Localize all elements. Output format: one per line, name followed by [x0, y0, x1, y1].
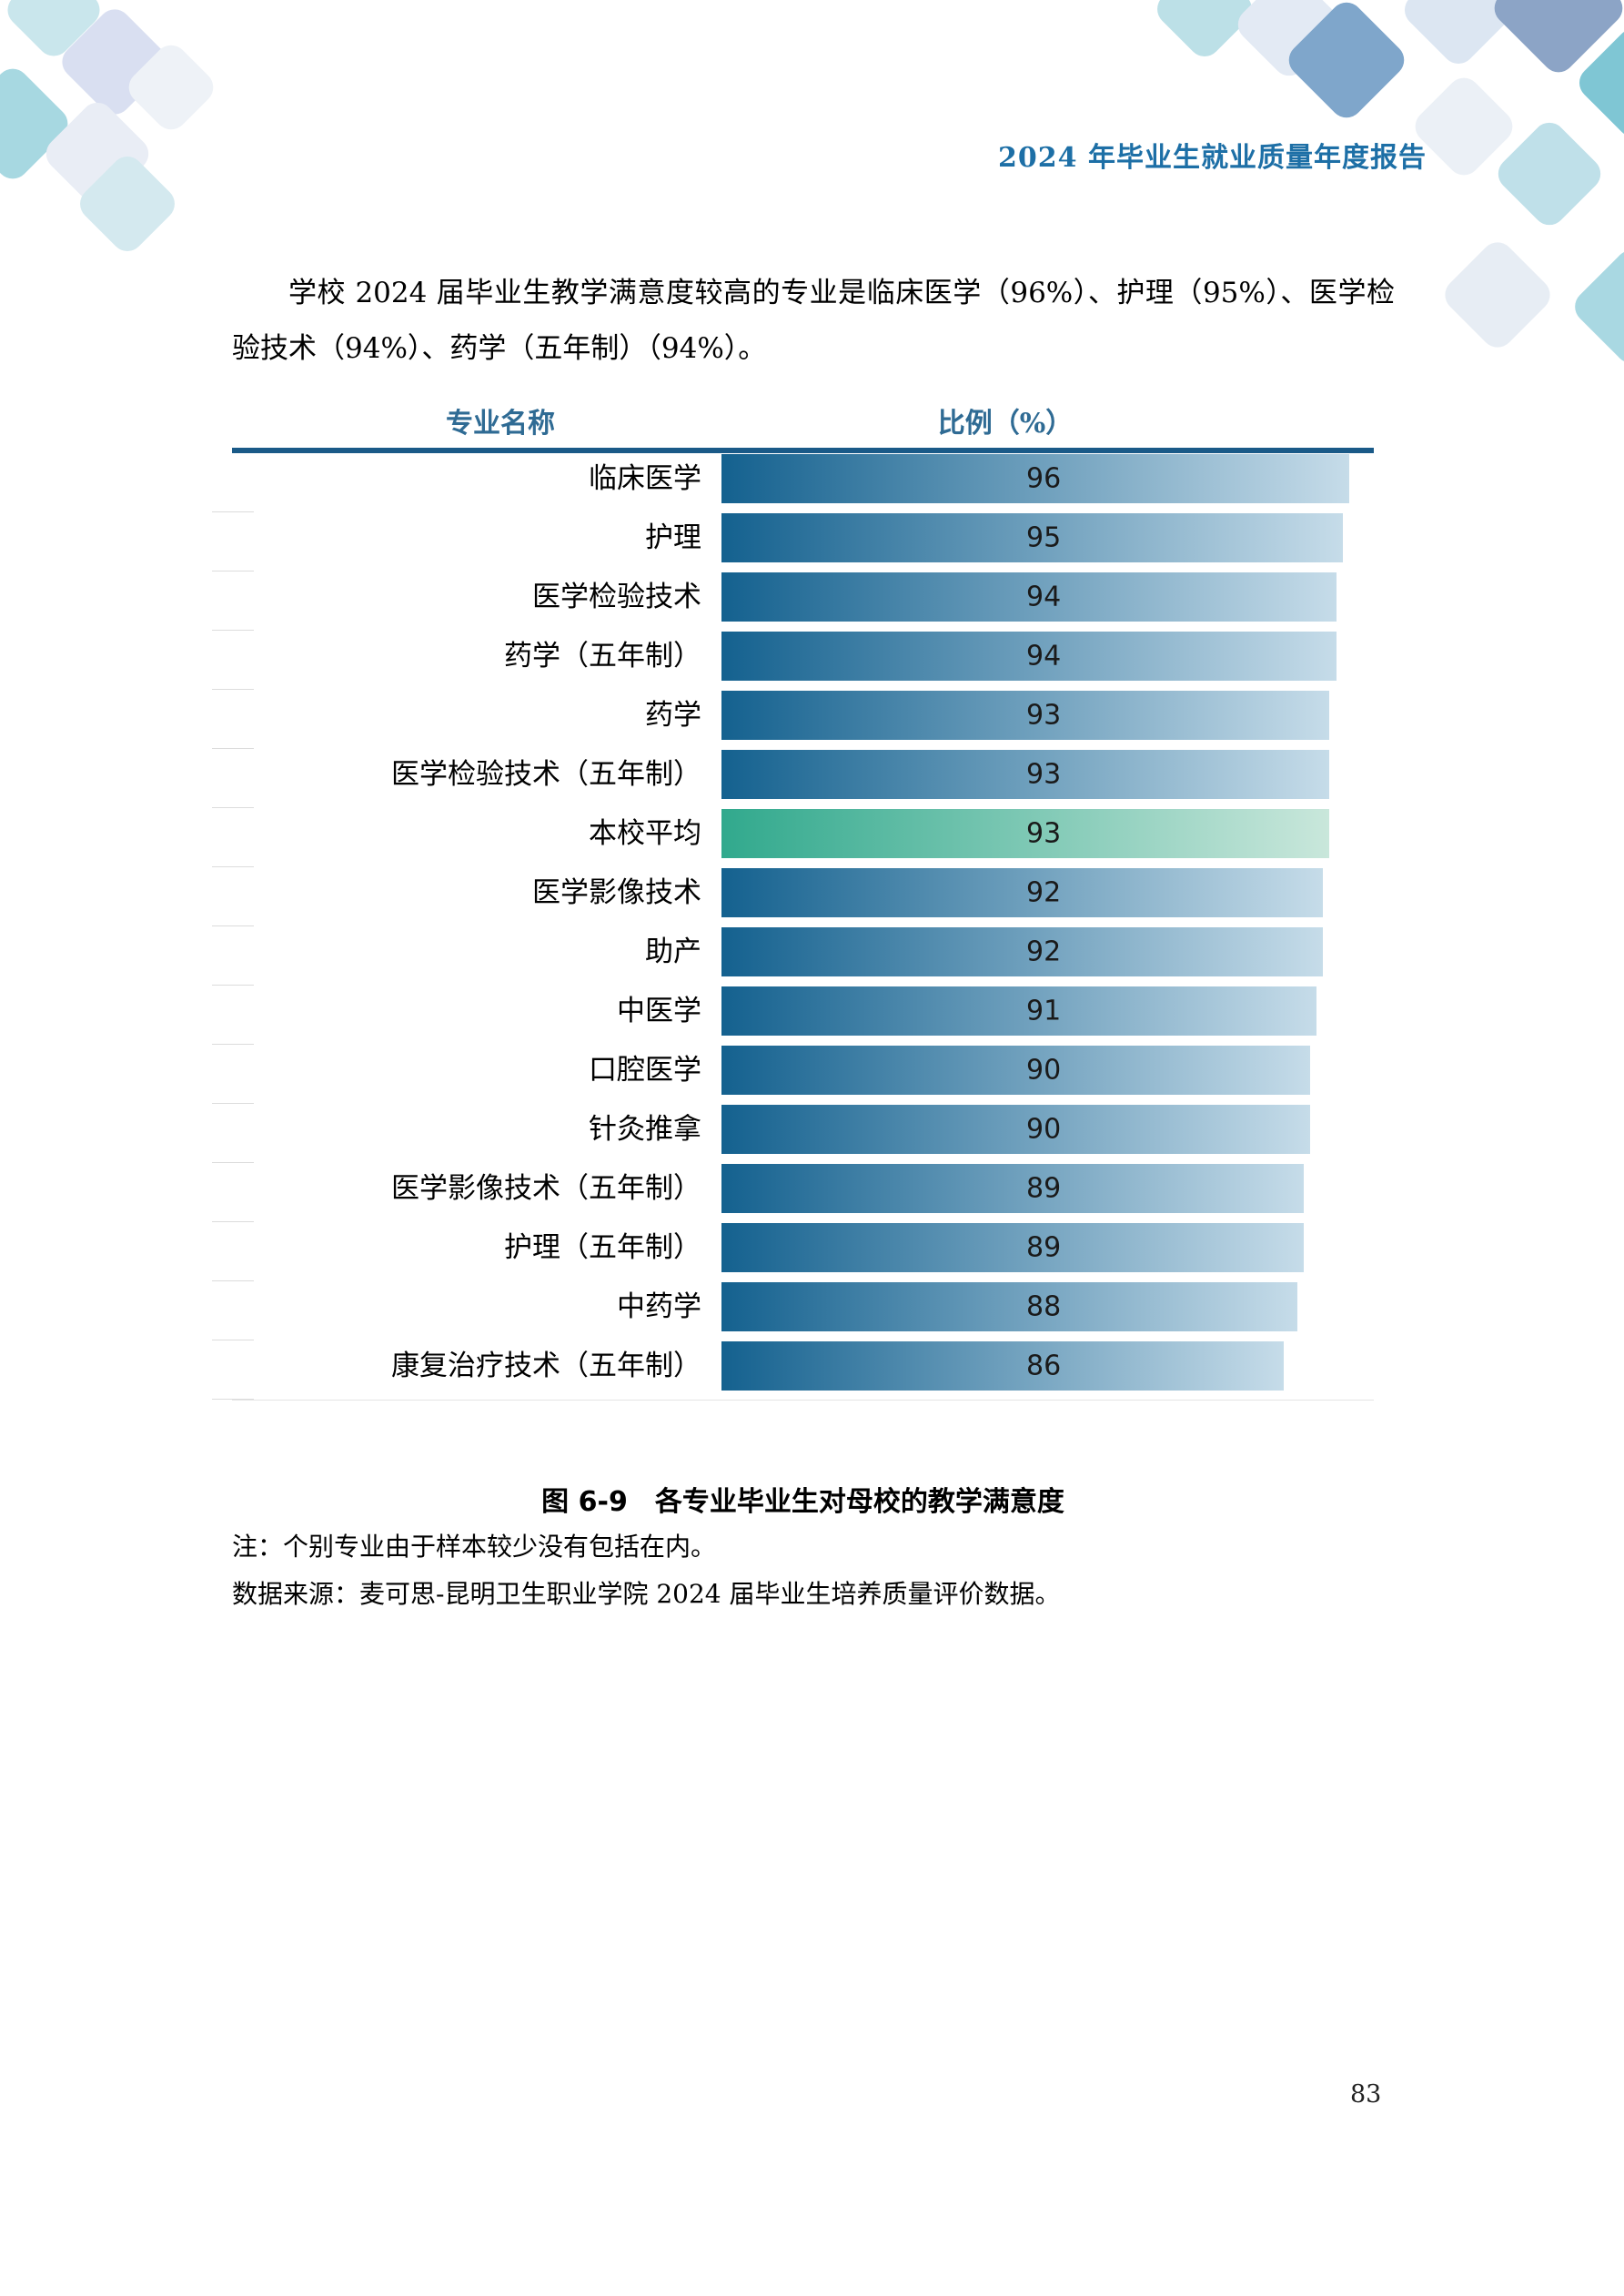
column-header-value: 比例（%）: [937, 408, 1074, 440]
chart-row: 医学影像技术 92: [212, 867, 1374, 926]
bar-highlight: 93: [721, 809, 1330, 858]
bar: 91: [721, 986, 1317, 1036]
figure-label: 图 6-9: [541, 1486, 628, 1518]
bar-value-label: 94: [1026, 581, 1062, 613]
bar: 90: [721, 1046, 1310, 1095]
chart-row: 中药学 88: [212, 1281, 1374, 1340]
bar: 93: [721, 691, 1330, 740]
category-label: 医学检验技术（五年制）: [391, 758, 701, 791]
bar-value-label: 96: [1026, 462, 1062, 495]
bar: 92: [721, 927, 1324, 976]
bar-track: 96: [721, 454, 1349, 503]
bar-track: 93: [721, 809, 1349, 858]
chart-row: 中医学 91: [212, 986, 1374, 1045]
chart-row: 药学（五年制） 94: [212, 631, 1374, 690]
category-label: 临床医学: [589, 462, 701, 495]
bar-value-label: 93: [1026, 758, 1062, 791]
bar-track: 94: [721, 632, 1349, 681]
bar-track: 93: [721, 750, 1349, 799]
bar-value-label: 90: [1026, 1054, 1062, 1087]
category-label: 护理: [645, 521, 701, 554]
bar-value-label: 89: [1026, 1231, 1062, 1264]
bar-value-label: 88: [1026, 1290, 1062, 1323]
bar-track: 92: [721, 927, 1349, 976]
chart-row: 口腔医学 90: [212, 1045, 1374, 1104]
decor-tile: [1568, 243, 1624, 370]
category-label: 医学影像技术（五年制）: [391, 1172, 701, 1205]
bar-track: 92: [721, 868, 1349, 917]
category-label: 药学: [645, 699, 701, 732]
source-line: 数据来源：麦可思-昆明卫生职业学院 2024 届毕业生培养质量评价数据。: [232, 1579, 1061, 1609]
page-number: 83: [1350, 2080, 1382, 2109]
chart-row: 针灸推拿 90: [212, 1104, 1374, 1163]
category-label: 康复治疗技术（五年制）: [391, 1350, 701, 1382]
chart-row: 医学影像技术（五年制） 89: [212, 1163, 1374, 1222]
bar: 96: [721, 454, 1349, 503]
bar-value-label: 86: [1026, 1350, 1062, 1382]
bar-value-label: 91: [1026, 995, 1062, 1027]
category-label: 本校平均: [589, 817, 701, 850]
category-label: 护理（五年制）: [504, 1231, 701, 1264]
bar-track: 90: [721, 1046, 1349, 1095]
chart-row: 护理（五年制） 89: [212, 1222, 1374, 1281]
note-line: 注：个别专业由于样本较少没有包括在内。: [232, 1532, 717, 1562]
category-label: 助产: [645, 936, 701, 968]
bar: 90: [721, 1105, 1310, 1154]
bar-track: 91: [721, 986, 1349, 1036]
bar: 94: [721, 572, 1337, 622]
intro-paragraph: 学校 2024 届毕业生教学满意度较高的专业是临床医学（96%）、护理（95%）…: [232, 277, 1395, 365]
category-label: 中药学: [617, 1290, 701, 1323]
bar: 94: [721, 632, 1337, 681]
figure-caption: 图 6-9 各专业毕业生对母校的教学满意度: [232, 1479, 1374, 1519]
bar: 88: [721, 1282, 1297, 1331]
bar-track: 93: [721, 691, 1349, 740]
bar-track: 88: [721, 1282, 1349, 1331]
category-label: 口腔医学: [589, 1054, 701, 1087]
bar: 89: [721, 1223, 1304, 1272]
chart-row: 医学检验技术（五年制） 93: [212, 749, 1374, 808]
category-label: 医学影像技术: [532, 876, 701, 909]
bar-value-label: 92: [1026, 876, 1062, 909]
chart-header-rule: [232, 448, 1374, 453]
chart-rows: 临床医学 96 护理 95 医学检验技术 94 药学（五年制） 94 药学 93 医学检验技术（五年…: [212, 453, 1374, 1401]
bar-track: 86: [721, 1341, 1349, 1391]
bar-value-label: 94: [1026, 640, 1062, 673]
bar: 86: [721, 1341, 1285, 1391]
decor-tile: [1437, 235, 1558, 355]
figure-title: 各专业毕业生对母校的教学满意度: [654, 1486, 1064, 1518]
chart-row: 医学检验技术 94: [212, 571, 1374, 631]
bar-value-label: 93: [1026, 817, 1062, 850]
bar-track: 94: [721, 572, 1349, 622]
chart-row: 药学 93: [212, 690, 1374, 749]
bar-track: 89: [721, 1164, 1349, 1213]
category-label: 医学检验技术: [532, 581, 701, 613]
category-label: 中医学: [617, 995, 701, 1027]
bar-track: 95: [721, 513, 1349, 562]
chart-column-headers: 专业名称 比例（%）: [232, 400, 1374, 442]
page-header-title: 2024 年毕业生就业质量年度报告: [998, 142, 1427, 174]
bar-track: 89: [721, 1223, 1349, 1272]
bar-value-label: 89: [1026, 1172, 1062, 1205]
bar-value-label: 93: [1026, 699, 1062, 732]
chart-row: 本校平均 93: [212, 808, 1374, 867]
category-label: 针灸推拿: [589, 1113, 701, 1146]
bar-value-label: 95: [1026, 521, 1062, 554]
category-label: 药学（五年制）: [504, 640, 701, 673]
chart-row: 康复治疗技术（五年制） 86: [212, 1340, 1374, 1400]
bar: 93: [721, 750, 1330, 799]
chart-row: 护理 95: [212, 512, 1374, 571]
chart-row: 临床医学 96: [212, 453, 1374, 512]
bar: 89: [721, 1164, 1304, 1213]
bar: 92: [721, 868, 1324, 917]
satisfaction-bar-chart: 专业名称 比例（%） 临床医学 96 护理 95 医学检验技术 94 药学（五年制） 94 药学…: [212, 400, 1374, 1401]
bar-value-label: 92: [1026, 936, 1062, 968]
chart-row: 助产 92: [212, 926, 1374, 986]
column-header-category: 专业名称: [446, 408, 555, 440]
bar-track: 90: [721, 1105, 1349, 1154]
bar-value-label: 90: [1026, 1113, 1062, 1146]
bar: 95: [721, 513, 1343, 562]
